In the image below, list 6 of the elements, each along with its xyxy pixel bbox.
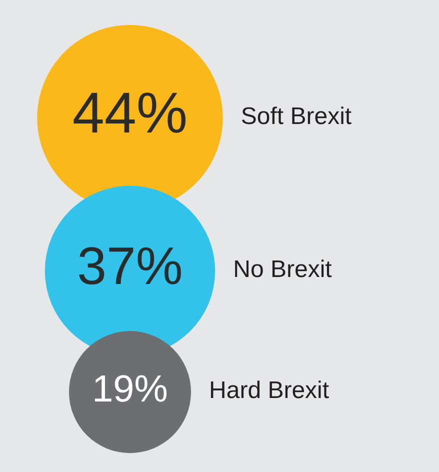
category-label: No Brexit (233, 256, 332, 283)
category-label: Hard Brexit (209, 377, 330, 404)
data-label: 37% (77, 237, 183, 296)
data-label: 44% (72, 81, 188, 146)
data-label: 19% (92, 368, 168, 411)
category-label: Soft Brexit (240, 102, 352, 130)
